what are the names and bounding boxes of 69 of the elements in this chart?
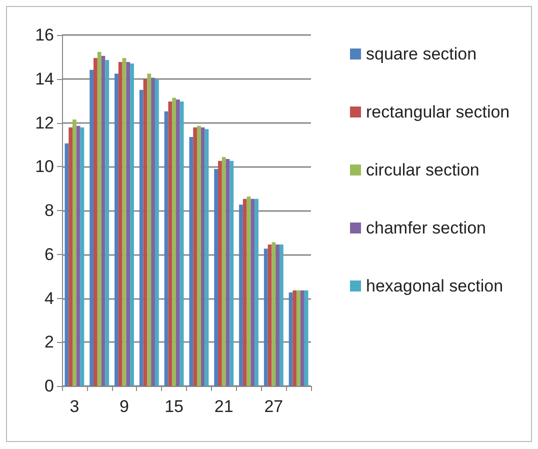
x-tick-label: 3 — [70, 397, 80, 416]
y-tick-label: 6 — [44, 244, 54, 264]
bar — [72, 119, 76, 386]
legend-label: circular section — [366, 160, 480, 180]
bar — [118, 62, 122, 386]
bar — [222, 156, 226, 386]
bar — [204, 129, 209, 386]
x-tick-label: 21 — [214, 397, 234, 416]
bar — [164, 111, 168, 386]
x-tick-label: 9 — [120, 397, 129, 416]
bar — [105, 60, 110, 386]
bar — [292, 290, 297, 386]
y-tick-label: 16 — [35, 26, 54, 44]
bar — [154, 80, 159, 386]
y-tick-label: 10 — [35, 157, 54, 176]
x-tick-label: 15 — [164, 397, 184, 416]
y-tick-label: 4 — [44, 288, 54, 308]
bar — [230, 160, 234, 386]
bar — [214, 169, 218, 386]
bar — [288, 292, 293, 386]
bar — [76, 126, 80, 386]
bar — [239, 204, 243, 386]
bar — [122, 58, 126, 386]
bar — [268, 244, 272, 386]
bar — [114, 74, 118, 386]
bar — [250, 198, 255, 386]
bar — [254, 198, 258, 386]
bar — [168, 101, 172, 386]
bar — [90, 70, 94, 386]
bar — [279, 244, 284, 386]
bar — [143, 78, 148, 386]
bar — [300, 290, 304, 386]
legend-label: hexagonal section — [366, 276, 504, 296]
bar — [226, 158, 230, 386]
bar — [147, 74, 152, 386]
bar — [172, 98, 176, 386]
bar — [276, 244, 280, 386]
bar — [296, 290, 300, 386]
legend-label: chamfer section — [366, 218, 486, 238]
y-tick-label: 2 — [44, 332, 54, 352]
bar — [94, 58, 98, 386]
bar — [130, 64, 134, 386]
y-tick-label: 0 — [44, 376, 54, 396]
bar — [151, 78, 155, 386]
bar — [189, 137, 194, 386]
bar — [64, 143, 69, 386]
bar — [193, 127, 198, 386]
bar — [97, 52, 102, 386]
legend-label: rectangular section — [366, 102, 510, 122]
y-tick-label: 8 — [44, 201, 54, 220]
bar — [139, 90, 144, 386]
bar — [68, 127, 73, 386]
bar — [126, 62, 130, 386]
bar — [197, 126, 201, 386]
bar — [272, 242, 276, 386]
bar — [176, 99, 180, 386]
bar — [80, 127, 84, 386]
bar — [180, 101, 184, 386]
y-tick-label: 12 — [35, 113, 54, 132]
bar — [200, 127, 205, 386]
bar — [242, 198, 247, 386]
legend-label: square section — [366, 44, 477, 64]
x-tick-label: 27 — [264, 397, 284, 416]
bar — [304, 290, 308, 386]
bar — [264, 248, 268, 386]
bar — [246, 196, 251, 386]
y-tick-label: 14 — [35, 69, 54, 88]
bar — [101, 56, 106, 386]
bar — [218, 160, 222, 386]
